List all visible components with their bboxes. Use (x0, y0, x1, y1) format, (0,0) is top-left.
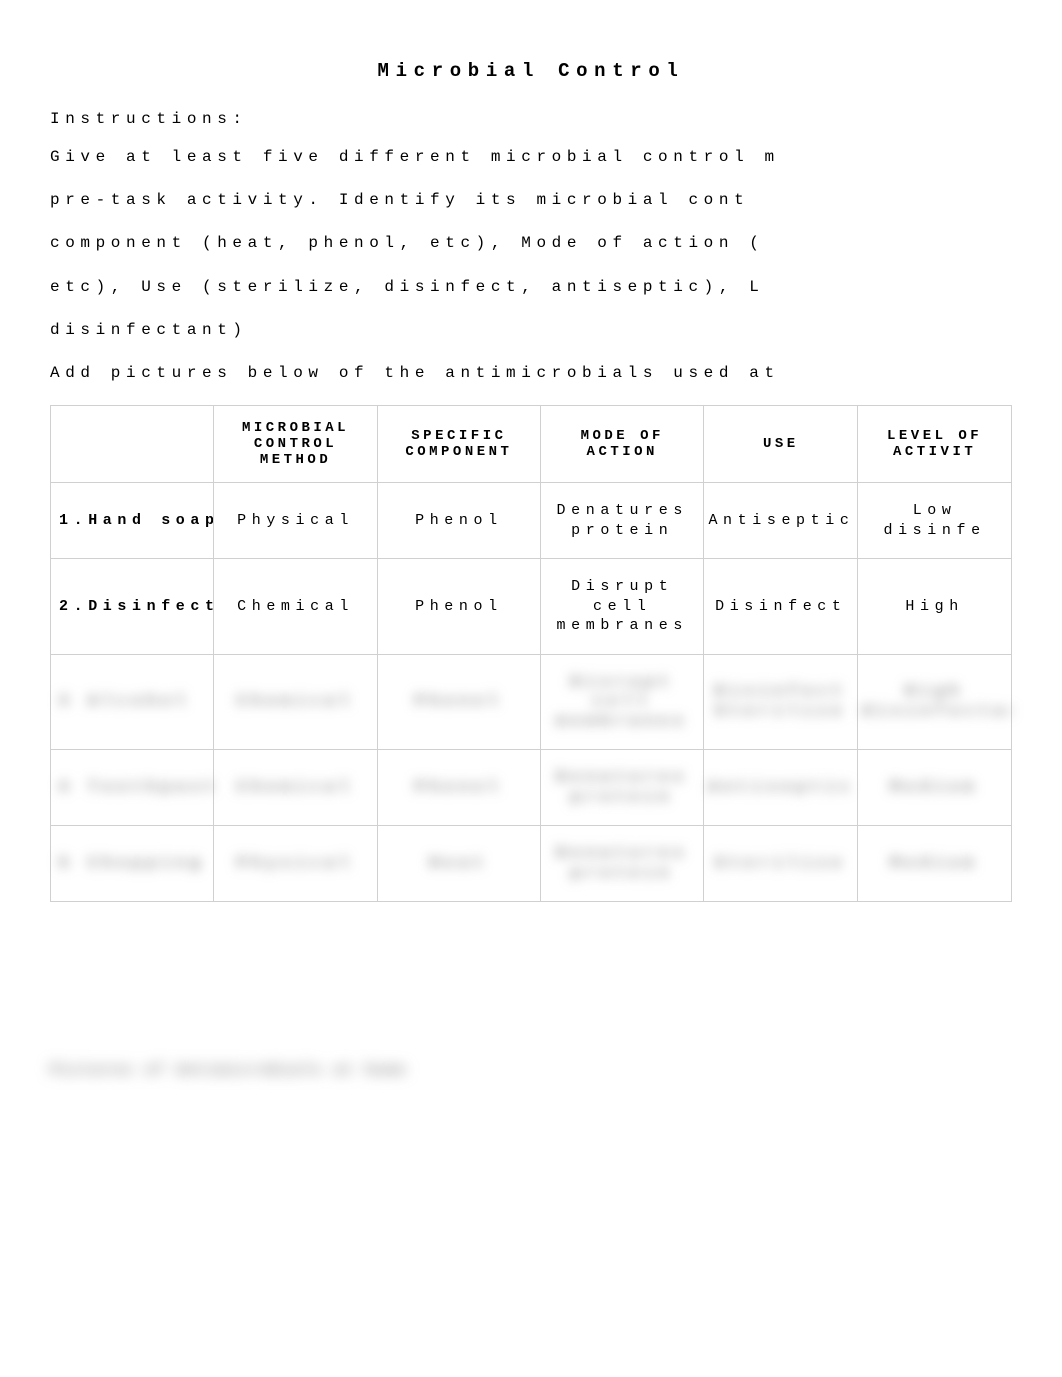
cell-mode: Denatures protein (541, 750, 704, 826)
cell-level: Low disinfe (858, 483, 1012, 559)
table-row-blurred: 4 Toothpaste Chemical Phenol Denatures p… (51, 750, 1012, 826)
header-use: USE (704, 406, 858, 483)
table-row: 1.Hand soap Physical Phenol Denatures pr… (51, 483, 1012, 559)
cell-level: Medium (858, 750, 1012, 826)
paragraph-line-3: component (heat, phenol, etc), Mode of a… (50, 232, 1012, 255)
cell-component: Heat (377, 826, 540, 902)
header-mode: MODE OF ACTION (541, 406, 704, 483)
cell-component: Phenol (377, 750, 540, 826)
cell-component: Phenol (377, 483, 540, 559)
cell-component: Phenol (377, 654, 540, 750)
table-row-blurred: 5 Chopping knife Physical Heat Denatures… (51, 826, 1012, 902)
cell-method: Chemical (214, 559, 377, 655)
row-label: 4 Toothpaste (51, 750, 214, 826)
cell-level: High (858, 559, 1012, 655)
cell-method: Chemical (214, 654, 377, 750)
table-header-row: MICROBIAL CONTROL METHOD SPECIFIC COMPON… (51, 406, 1012, 483)
header-level: LEVEL OF ACTIVIT (858, 406, 1012, 483)
cell-method: Chemical (214, 750, 377, 826)
cell-method: Physical (214, 826, 377, 902)
page-title: Microbial Control (50, 60, 1012, 82)
footer-blurred-text: Pictures of Antimicrobials at home (50, 1062, 1012, 1079)
cell-mode: Denatures protein (541, 826, 704, 902)
cell-use: Antiseptic (704, 483, 858, 559)
header-blank (51, 406, 214, 483)
header-method: MICROBIAL CONTROL METHOD (214, 406, 377, 483)
instructions-label: Instructions: (50, 110, 1012, 128)
microbial-table: MICROBIAL CONTROL METHOD SPECIFIC COMPON… (50, 405, 1012, 902)
table-row: 2.Disinfectant spray Chemical Phenol Dis… (51, 559, 1012, 655)
cell-use: Disinfect Sterilize (704, 654, 858, 750)
cell-mode: Disrupt cell membranes (541, 654, 704, 750)
header-component: SPECIFIC COMPONENT (377, 406, 540, 483)
cell-use: Antiseptic (704, 750, 858, 826)
cell-level: High disinfectant (858, 654, 1012, 750)
paragraph-line-5: disinfectant) (50, 319, 1012, 342)
row-label: 1.Hand soap (51, 483, 214, 559)
row-label: 2.Disinfectant spray (51, 559, 214, 655)
paragraph-line-1: Give at least five different microbial c… (50, 146, 1012, 169)
row-label: 3 Alcohol (51, 654, 214, 750)
paragraph-line-6: Add pictures below of the antimicrobials… (50, 362, 1012, 385)
cell-mode: Denatures protein (541, 483, 704, 559)
table-row-blurred: 3 Alcohol Chemical Phenol Disrupt cell m… (51, 654, 1012, 750)
cell-component: Phenol (377, 559, 540, 655)
cell-use: Disinfect (704, 559, 858, 655)
cell-method: Physical (214, 483, 377, 559)
cell-level: Medium (858, 826, 1012, 902)
paragraph-line-2: pre-task activity. Identify its microbia… (50, 189, 1012, 212)
row-label: 5 Chopping knife (51, 826, 214, 902)
paragraph-line-4: etc), Use (sterilize, disinfect, antisep… (50, 276, 1012, 299)
cell-use: Sterilize (704, 826, 858, 902)
cell-mode: Disrupt cell membranes (541, 559, 704, 655)
